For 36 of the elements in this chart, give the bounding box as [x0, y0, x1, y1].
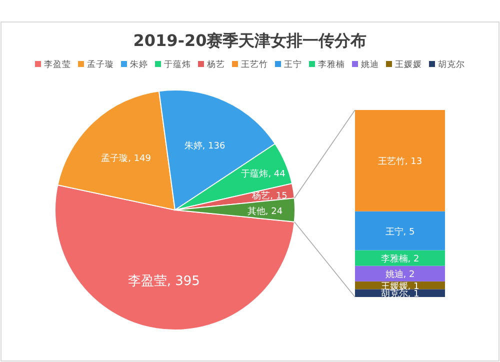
text: 王宁	[385, 227, 404, 238]
legend-label: 李盈莹	[44, 59, 71, 70]
slice-label: 杨艺	[251, 190, 270, 202]
legend-label: 杨艺	[206, 59, 225, 70]
legend-label: 王宁	[284, 59, 302, 70]
data-label: , 2	[408, 254, 420, 265]
slice-label: 其他	[247, 206, 266, 217]
data-label: , 13	[404, 157, 422, 168]
legend-label: 孟子璇	[87, 59, 114, 70]
legend-label: 胡克尔	[438, 59, 465, 70]
data-label: , 15	[270, 192, 288, 202]
data-label: , 44	[268, 169, 286, 180]
slice-label: 孟子璇	[101, 153, 128, 164]
data-label: , 149	[128, 154, 152, 164]
bar	[355, 211, 445, 250]
legend-label: 王艺竹	[241, 59, 268, 70]
data-label: , 2	[403, 270, 415, 280]
data-label: , 24	[265, 207, 283, 217]
legend-label: 王媛媛	[395, 59, 422, 70]
slice-label: 李盈莹	[128, 274, 167, 290]
chart-title: 2019-20赛季天津女排一传分布	[133, 31, 367, 50]
text: 姚迪	[385, 270, 404, 280]
text: 王艺竹	[378, 157, 405, 168]
legend-label: 朱婷	[130, 59, 148, 70]
text: 王媛媛	[380, 282, 408, 292]
bar	[355, 110, 445, 212]
slice-label: 于蕴炜	[241, 168, 268, 180]
slice-label: 朱婷	[184, 140, 202, 152]
data-label: , 395	[166, 274, 200, 290]
data-label: , 136	[202, 141, 226, 152]
legend-label: 李雅楠	[318, 59, 345, 70]
legend-label: 姚迪	[361, 59, 379, 70]
legend-label: 于蕴炜	[164, 59, 191, 70]
data-label: , 5	[403, 227, 415, 238]
bar	[355, 266, 445, 282]
text: 李雅楠	[380, 254, 408, 265]
